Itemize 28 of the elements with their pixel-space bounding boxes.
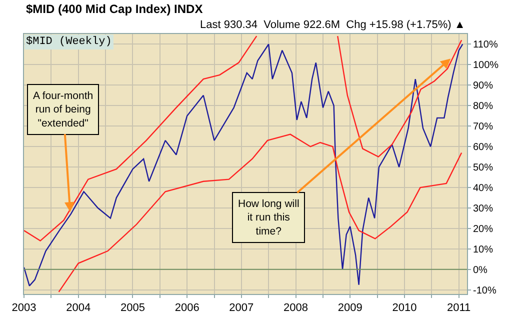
x-tick-label: 2006 xyxy=(174,302,200,314)
chart-subtitle: Last 930.34 Volume 922.6M Chg +15.98 (+1.75%) ▲ xyxy=(200,19,466,31)
y-tick-label: 70% xyxy=(473,122,494,133)
x-tick-label: 2007 xyxy=(229,302,254,314)
y-tick-label: 40% xyxy=(473,183,494,194)
x-tick-label: 2009 xyxy=(338,302,362,314)
y-tick-label: 60% xyxy=(473,142,494,154)
y-tick-label: 100% xyxy=(473,60,499,72)
y-tick-label: 30% xyxy=(473,204,494,215)
annotation: $MID (Weekly) xyxy=(26,36,112,48)
x-tick-label: 2011 xyxy=(447,302,471,314)
line-series xyxy=(58,134,462,293)
x-tick-label: 2008 xyxy=(284,302,308,314)
y-tick-label: 90% xyxy=(473,80,494,92)
x-tick-label: 2005 xyxy=(120,302,145,314)
y-tick-label: 20% xyxy=(473,224,494,235)
annotation: A four-month run of being "extended" xyxy=(33,90,94,130)
x-tick-label: 2004 xyxy=(66,302,91,314)
y-tick-label: 10% xyxy=(473,244,494,256)
annotation: How long will it run this time? xyxy=(238,198,300,238)
y-tick-label: 0% xyxy=(473,264,488,276)
x-tick-label: 2010 xyxy=(392,302,417,314)
chart-title: $MID (400 Mid Cap Index) INDX xyxy=(26,2,203,16)
y-tick-label: 110% xyxy=(473,40,498,51)
y-tick-label: 80% xyxy=(473,101,494,112)
y-tick-label: -10% xyxy=(473,285,496,296)
x-tick-label: 2003 xyxy=(12,302,36,314)
y-tick-label: 50% xyxy=(473,162,494,174)
